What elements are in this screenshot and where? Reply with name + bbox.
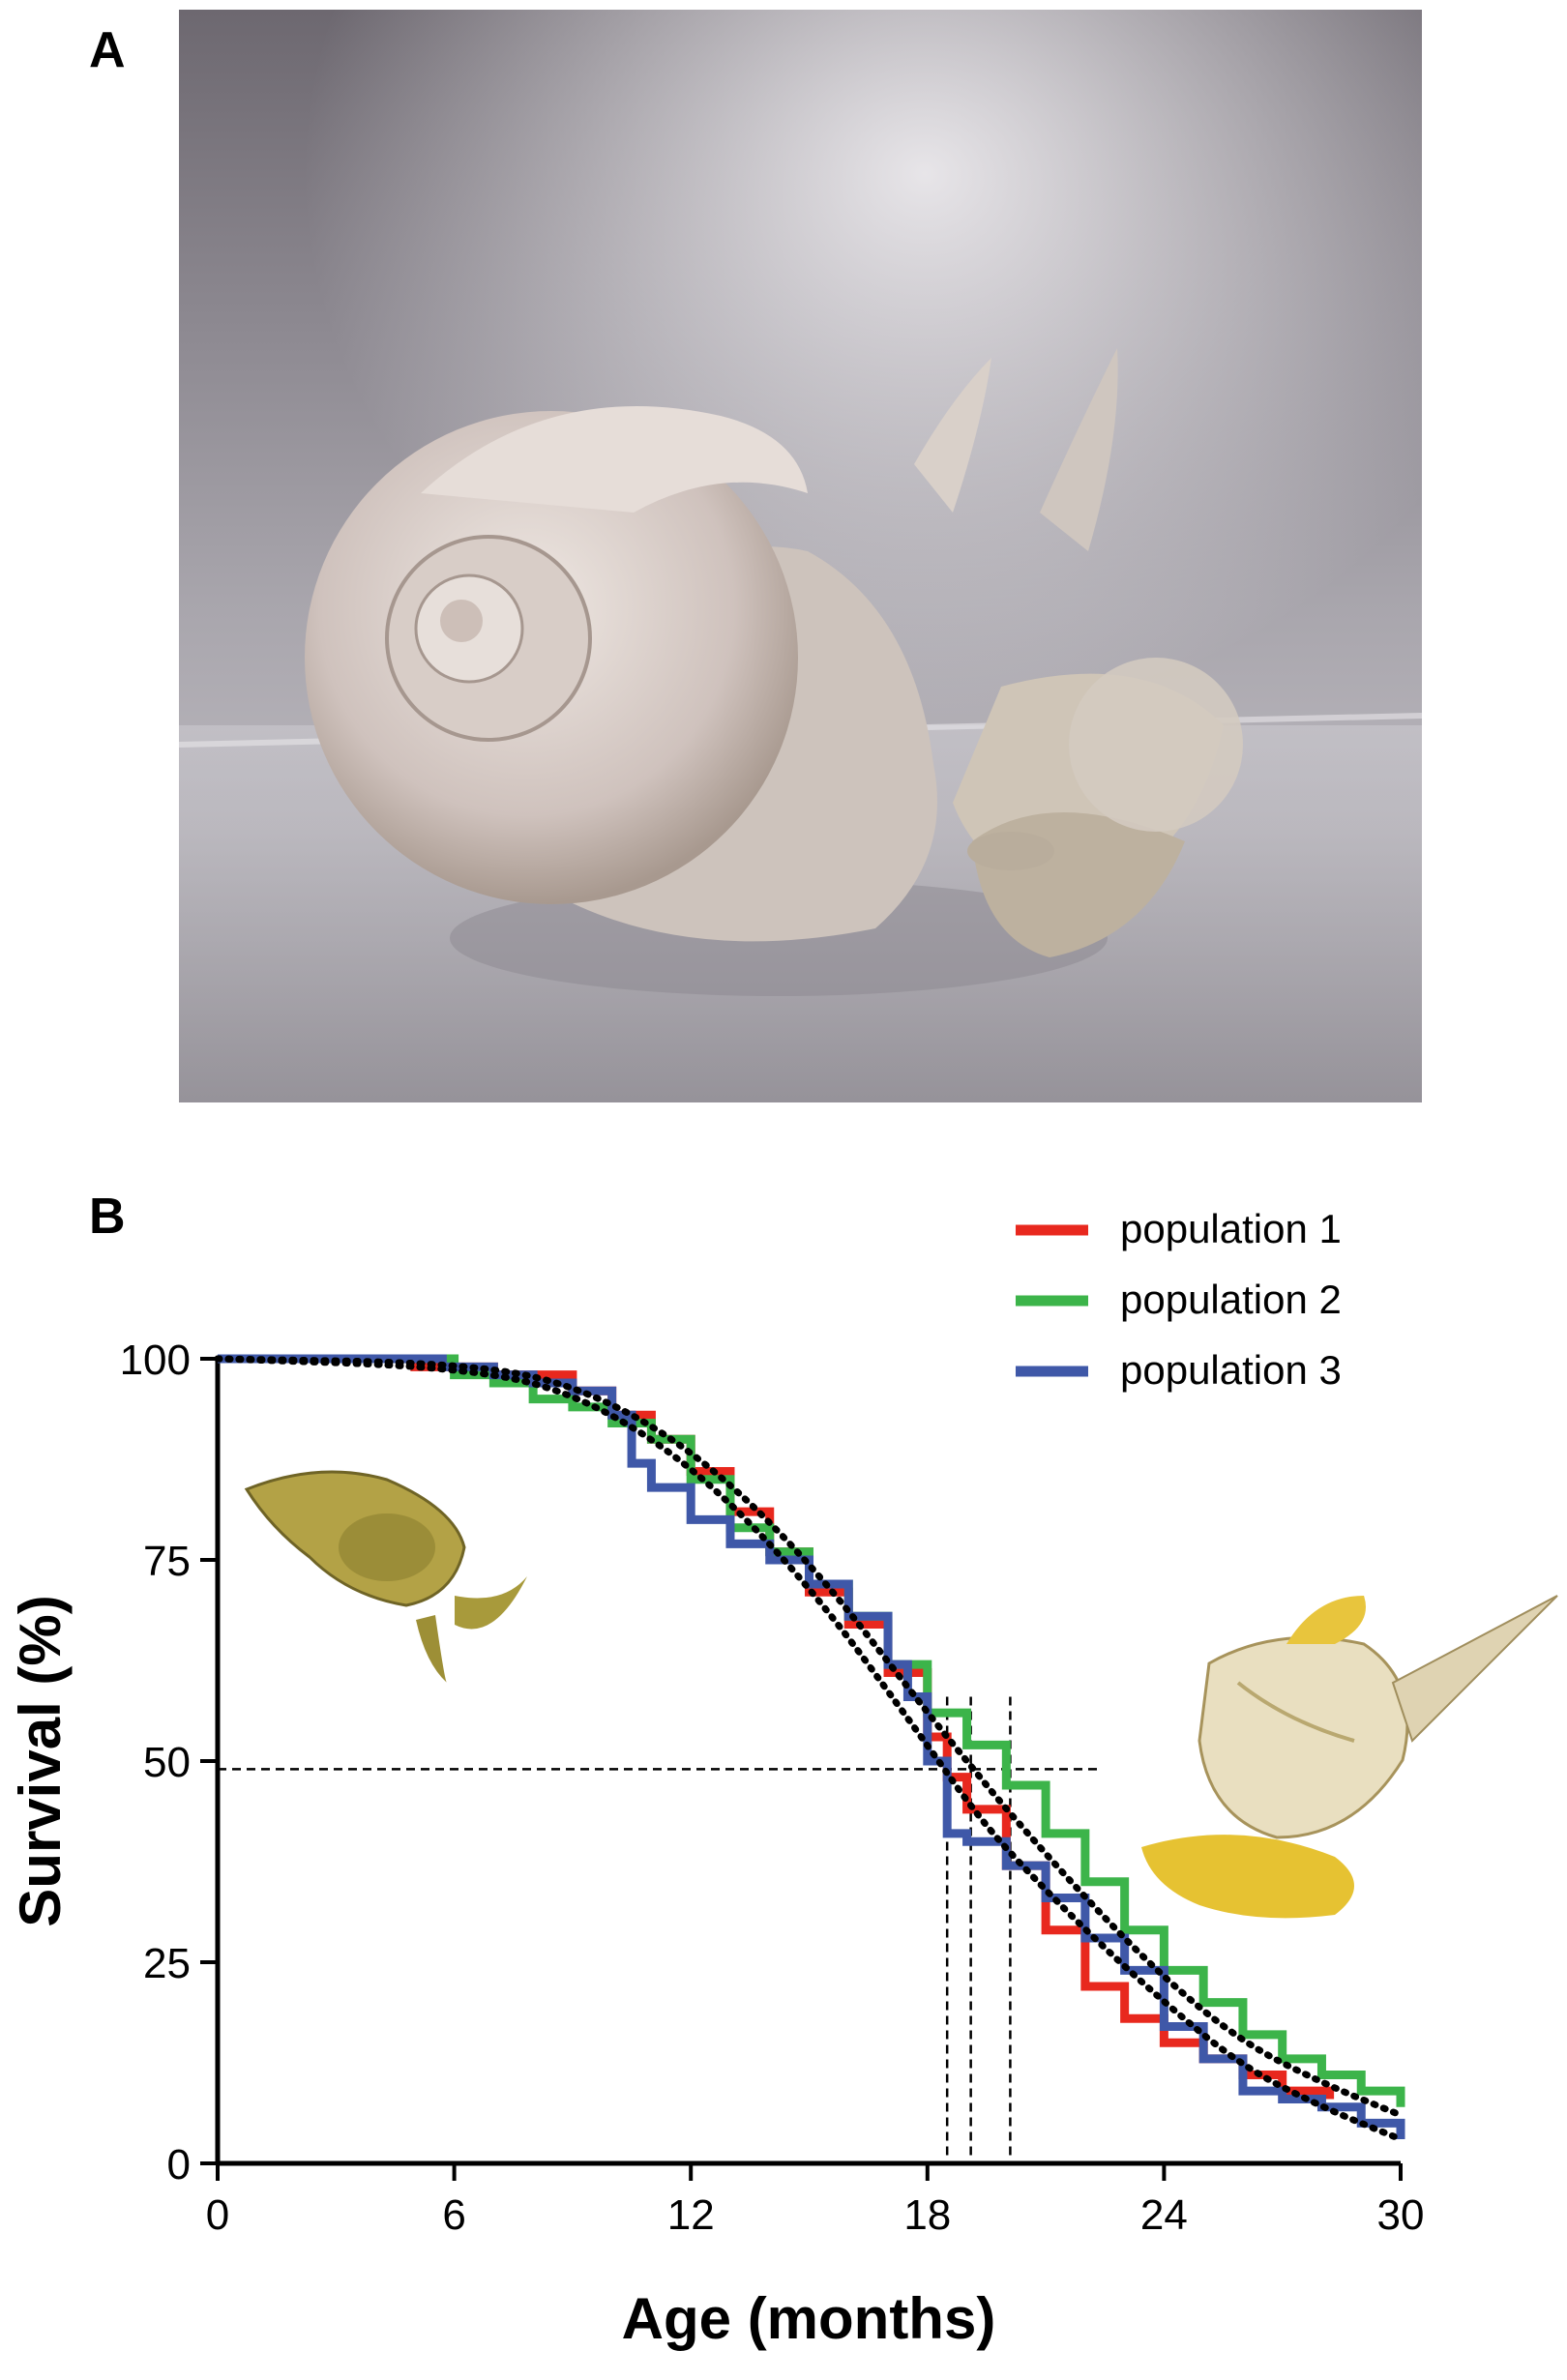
snail-photo — [179, 10, 1422, 1102]
x-tick-label: 24 — [1140, 2191, 1188, 2239]
x-tick-label: 6 — [442, 2191, 465, 2239]
y-tick-label: 25 — [143, 1940, 191, 1987]
panel-a-label: A — [89, 22, 126, 78]
large-snail-illustration — [1141, 1595, 1558, 1919]
x-axis-label: Age (months) — [622, 2286, 996, 2351]
y-tick-label: 0 — [167, 2141, 191, 2189]
small-snail-illustration — [244, 1470, 527, 1683]
x-tick-label: 18 — [903, 2191, 951, 2239]
x-tick-label: 30 — [1377, 2191, 1425, 2239]
series-line-population-2 — [218, 1354, 1405, 2107]
legend-label-population-3: population 3 — [1120, 1347, 1342, 1393]
snail-photo-illustration — [179, 10, 1422, 1102]
y-tick-label: 50 — [143, 1739, 191, 1786]
legend-label-population-2: population 2 — [1120, 1277, 1342, 1322]
fit-curve-2 — [214, 1355, 1404, 2119]
legend-label-population-1: population 1 — [1120, 1206, 1342, 1251]
fit-curve-1 — [214, 1355, 1404, 2143]
legend: population 1 population 2 population 3 — [1016, 1206, 1342, 1393]
panel-b-label: B — [89, 1189, 126, 1245]
y-axis-label: Survival (%) — [8, 1595, 73, 1926]
x-tick-label: 12 — [667, 2191, 715, 2239]
y-tick-label: 100 — [120, 1337, 191, 1384]
x-tick-label: 0 — [206, 2191, 229, 2239]
survival-chart: 0 6 12 18 24 30 0 25 50 75 100 Age (months) Surviv… — [8, 1206, 1558, 2351]
y-tick-label: 75 — [143, 1538, 191, 1585]
